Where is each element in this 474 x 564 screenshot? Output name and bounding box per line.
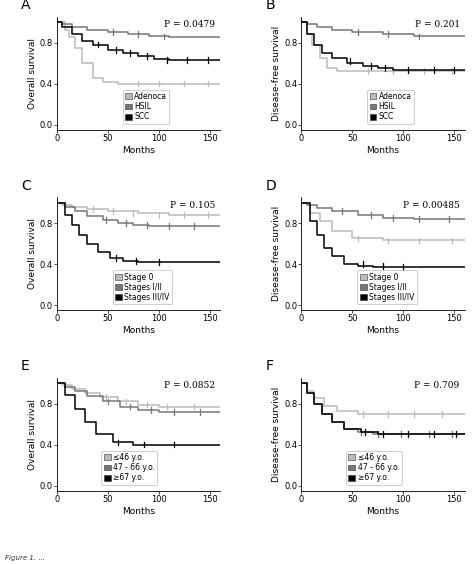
Text: E: E	[21, 359, 30, 373]
Legend: Stage 0, Stages I/II, Stages III/IV: Stage 0, Stages I/II, Stages III/IV	[357, 270, 417, 304]
Y-axis label: Overall survival: Overall survival	[27, 399, 36, 470]
Y-axis label: Disease-free survival: Disease-free survival	[272, 206, 281, 301]
Text: Figure 1. ...: Figure 1. ...	[5, 555, 45, 561]
Legend: ≤46 y.o., 47 - 66 y.o., ≥67 y.o.: ≤46 y.o., 47 - 66 y.o., ≥67 y.o.	[101, 451, 157, 484]
Y-axis label: Overall survival: Overall survival	[27, 38, 36, 109]
X-axis label: Months: Months	[366, 326, 400, 335]
Text: D: D	[265, 179, 276, 193]
X-axis label: Months: Months	[366, 146, 400, 155]
Text: F: F	[265, 359, 273, 373]
Legend: ≤46 y.o., 47 - 66 y.o., ≥67 y.o.: ≤46 y.o., 47 - 66 y.o., ≥67 y.o.	[346, 451, 402, 484]
Text: P = 0.201: P = 0.201	[414, 20, 460, 29]
Y-axis label: Disease-free survival: Disease-free survival	[272, 387, 281, 482]
Y-axis label: Overall survival: Overall survival	[27, 218, 36, 289]
Legend: Adenoca, HSIL, SCC: Adenoca, HSIL, SCC	[123, 90, 169, 124]
Text: C: C	[21, 179, 31, 193]
X-axis label: Months: Months	[122, 326, 155, 335]
Legend: Adenoca, HSIL, SCC: Adenoca, HSIL, SCC	[367, 90, 414, 124]
Text: A: A	[21, 0, 30, 12]
Text: P = 0.709: P = 0.709	[414, 381, 460, 390]
Text: P = 0.105: P = 0.105	[170, 201, 215, 210]
Text: P = 0.00485: P = 0.00485	[403, 201, 460, 210]
X-axis label: Months: Months	[366, 506, 400, 515]
Text: P = 0.0852: P = 0.0852	[164, 381, 215, 390]
X-axis label: Months: Months	[122, 506, 155, 515]
X-axis label: Months: Months	[122, 146, 155, 155]
Y-axis label: Disease-free survival: Disease-free survival	[272, 26, 281, 121]
Text: B: B	[265, 0, 275, 12]
Text: P = 0.0479: P = 0.0479	[164, 20, 215, 29]
Legend: Stage 0, Stages I/II, Stages III/IV: Stage 0, Stages I/II, Stages III/IV	[113, 270, 172, 304]
